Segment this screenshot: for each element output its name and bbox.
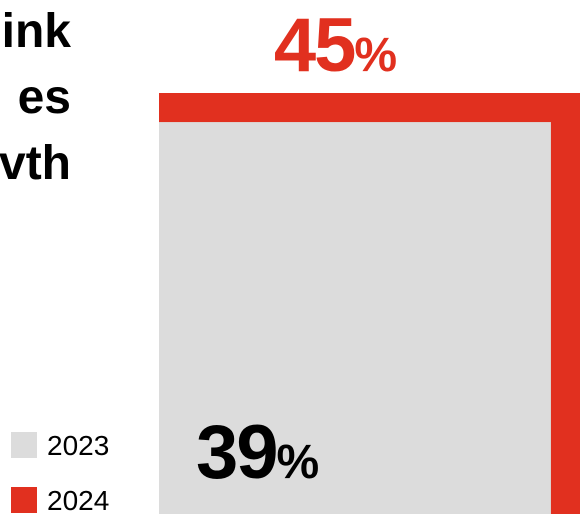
value-label-2024: 45% bbox=[274, 3, 397, 88]
chart-title-line-2: es bbox=[17, 71, 71, 124]
legend-label-2023: 2023 bbox=[47, 430, 110, 461]
legend-label-2024: 2024 bbox=[47, 485, 110, 516]
square-2023 bbox=[159, 122, 551, 515]
legend-swatch-2023 bbox=[11, 432, 37, 458]
chart-title-line-3: vth bbox=[0, 137, 71, 190]
legend: 2023 2024 bbox=[11, 430, 141, 520]
value-label-2023: 39% bbox=[196, 410, 319, 495]
chart-title-line-1: ink bbox=[1, 5, 71, 58]
legend-swatch-2024 bbox=[11, 487, 37, 513]
